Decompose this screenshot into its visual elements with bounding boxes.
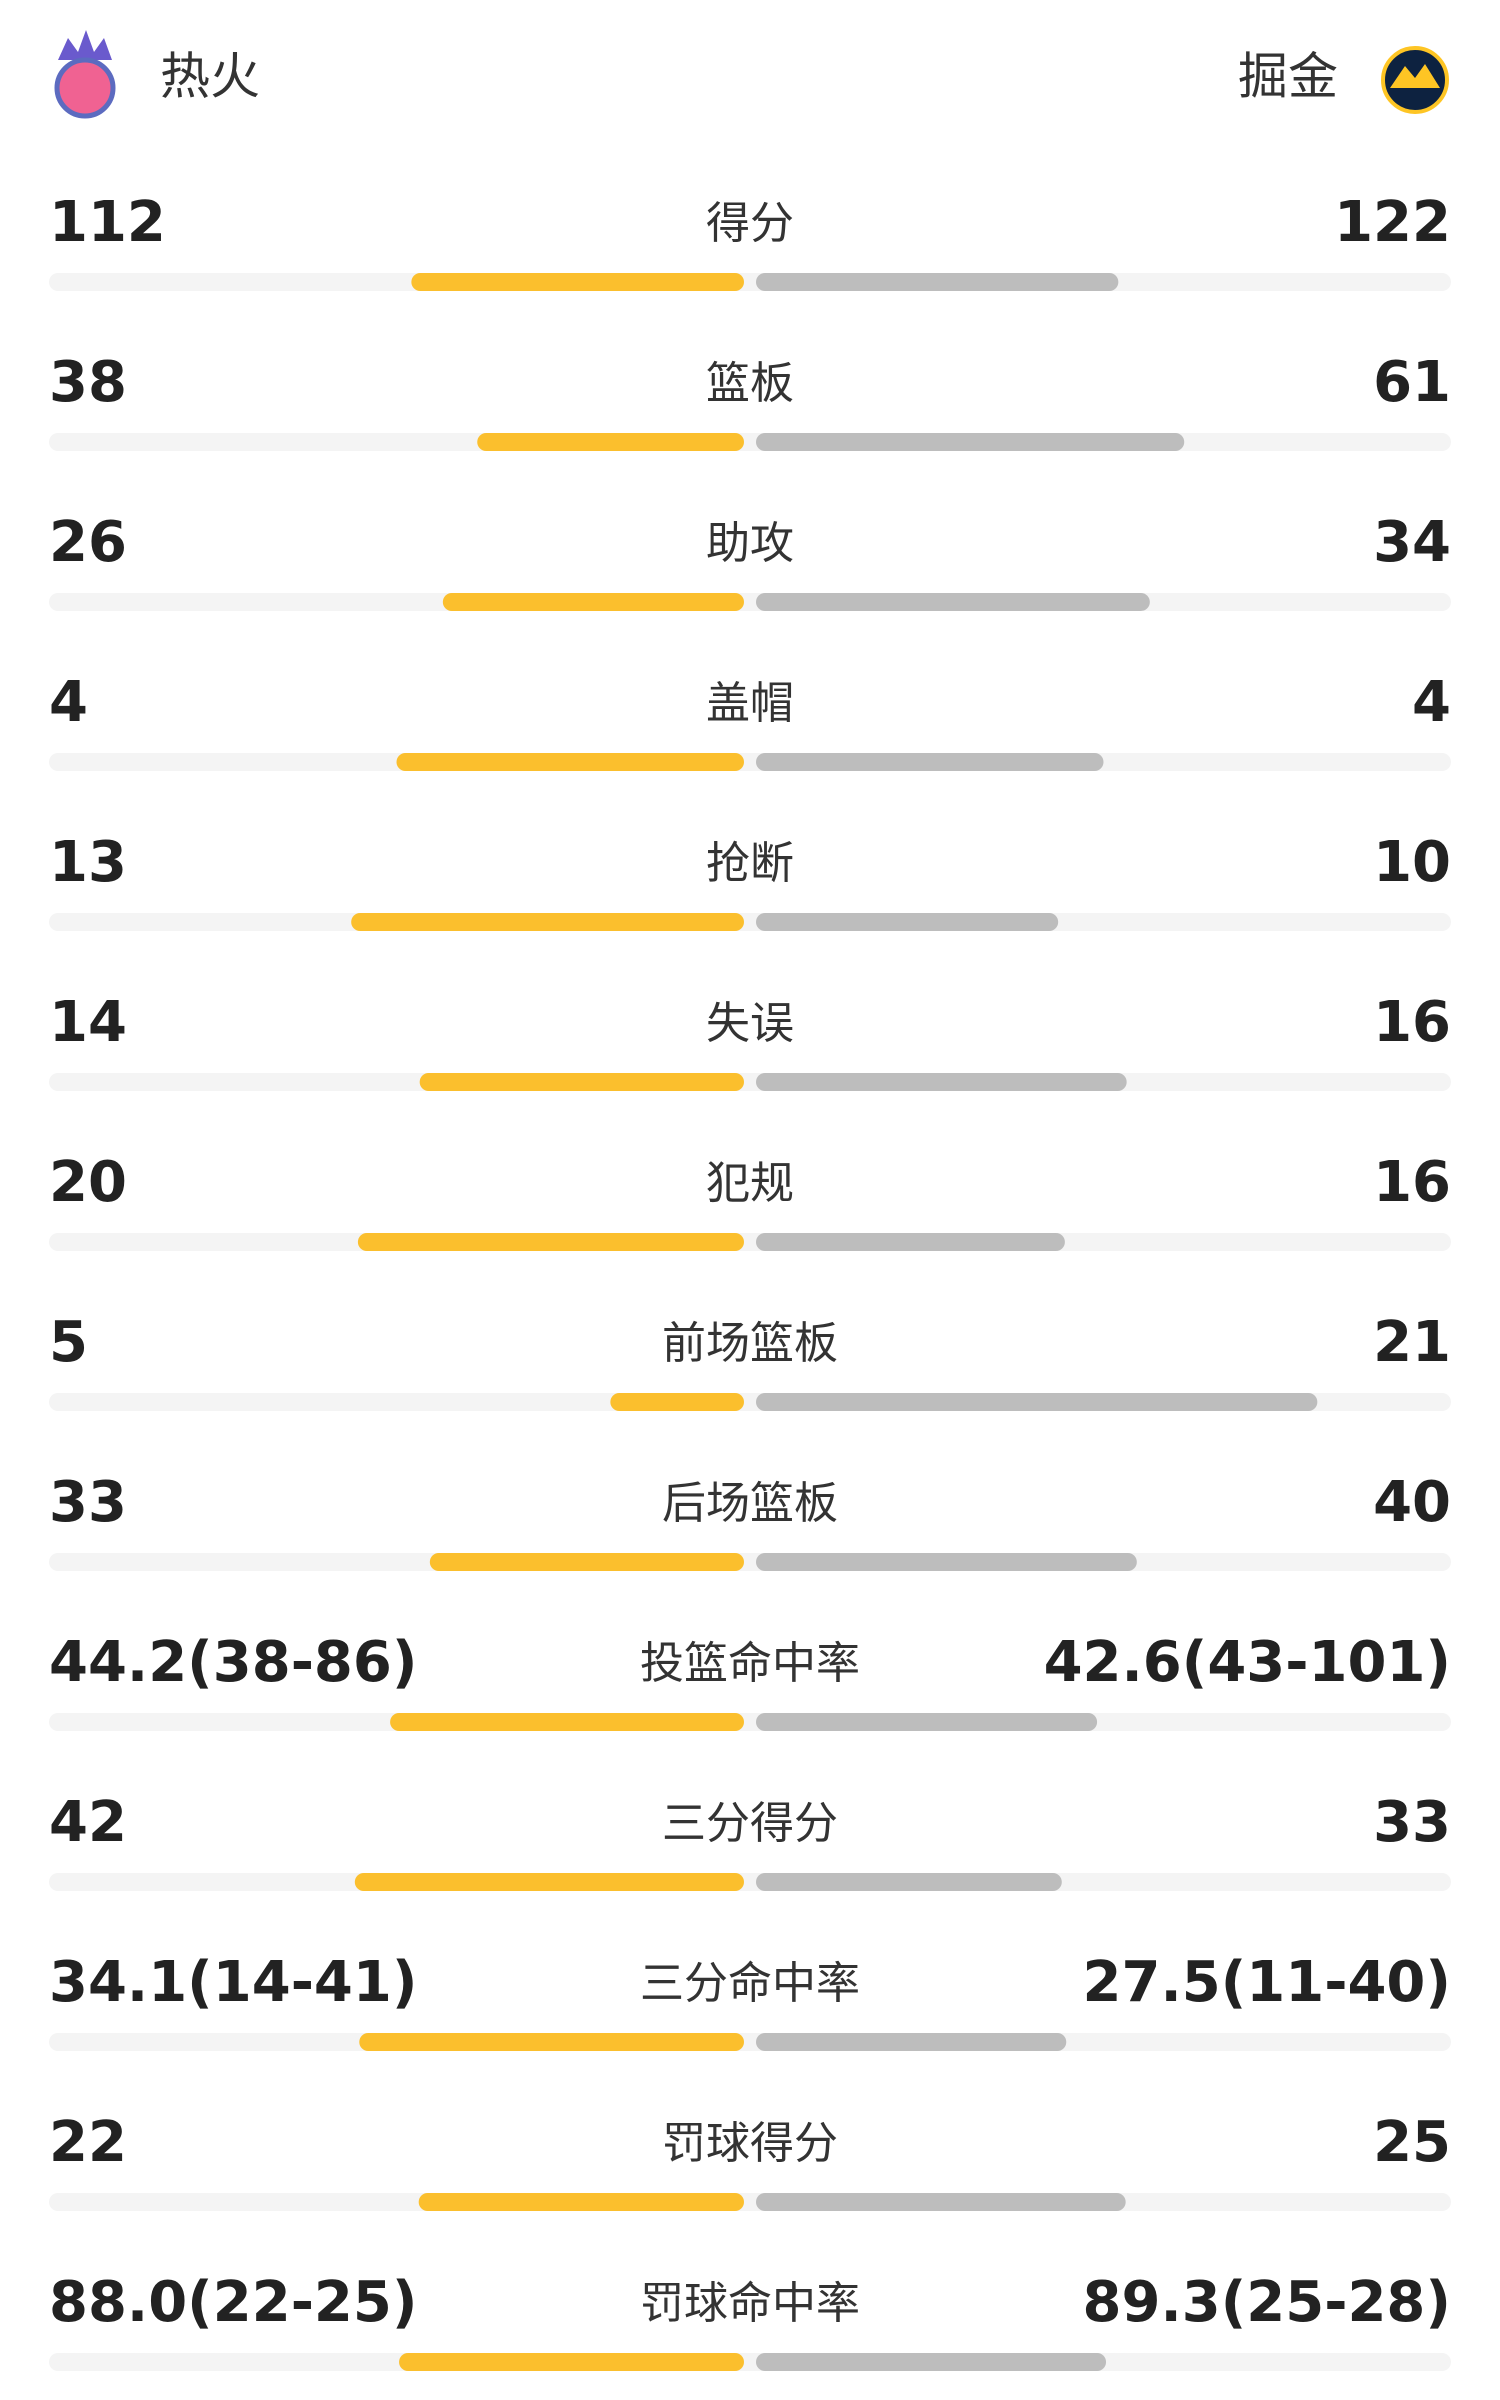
away-value: 4 (1412, 670, 1451, 735)
away-value: 16 (1373, 990, 1451, 1055)
stat-label: 盖帽 (706, 678, 794, 729)
bar-track (49, 2193, 1451, 2211)
stat-label: 前场篮板 (662, 1318, 838, 1369)
away-value: 25 (1373, 2110, 1451, 2175)
home-value: 33 (49, 1470, 127, 1535)
home-value: 13 (49, 830, 127, 895)
home-bar (359, 2033, 744, 2051)
away-value: 21 (1373, 1310, 1451, 1375)
stat-label: 抢断 (706, 838, 794, 889)
home-team: 热火 (160, 48, 260, 106)
away-value: 122 (1334, 190, 1451, 255)
stat-label: 犯规 (706, 1158, 794, 1209)
bar-track (49, 593, 1451, 611)
home-value: 20 (49, 1150, 127, 1215)
away-bar (756, 1553, 1137, 1571)
home-bar (418, 2193, 744, 2211)
bar-track (49, 1233, 1451, 1251)
away-value: 42.6(43-101) (1044, 1630, 1451, 1695)
bar-track (49, 1873, 1451, 1891)
away-value: 33 (1373, 1790, 1451, 1855)
bar-track (49, 273, 1451, 291)
bar-track (49, 2033, 1451, 2051)
away-bar (756, 593, 1150, 611)
home-value: 22 (49, 2110, 127, 2175)
bar-track (49, 1073, 1451, 1091)
stat-label: 失误 (706, 998, 794, 1049)
home-bar (429, 1553, 744, 1571)
home-bar (442, 593, 744, 611)
away-bar (756, 1873, 1062, 1891)
away-value: 61 (1373, 350, 1451, 415)
stat-label: 投篮命中率 (640, 1638, 860, 1689)
home-value: 14 (49, 990, 127, 1055)
home-value: 4 (49, 670, 88, 735)
bar-track (49, 753, 1451, 771)
away-bar (756, 1233, 1065, 1251)
stat-label: 助攻 (706, 518, 794, 569)
bar-track (49, 2353, 1451, 2371)
away-logo (1381, 46, 1449, 114)
home-value: 42 (49, 1790, 127, 1855)
bar-track (49, 913, 1451, 931)
away-bar (756, 1073, 1127, 1091)
home-bar (477, 433, 744, 451)
away-value: 27.5(11-40) (1083, 1950, 1451, 2015)
home-bar (396, 753, 744, 771)
home-bar (411, 273, 744, 291)
home-bar (390, 1713, 744, 1731)
away-bar (756, 753, 1104, 771)
away-value: 34 (1373, 510, 1451, 575)
away-bar (756, 2033, 1067, 2051)
home-bar (399, 2353, 744, 2371)
away-value: 16 (1373, 1150, 1451, 1215)
bar-track (49, 1553, 1451, 1571)
home-bar (354, 1873, 744, 1891)
stat-label: 得分 (706, 198, 794, 249)
away-bar (756, 433, 1185, 451)
stat-label: 三分得分 (662, 1798, 838, 1849)
home-value: 44.2(38-86) (49, 1630, 417, 1695)
stat-label: 后场篮板 (662, 1478, 838, 1529)
away-bar (756, 1713, 1098, 1731)
stat-label: 三分命中率 (640, 1958, 860, 2009)
away-bar (756, 2353, 1107, 2371)
away-bar (756, 2193, 1126, 2211)
home-value: 5 (49, 1310, 88, 1375)
home-value: 38 (49, 350, 127, 415)
away-bar (756, 913, 1059, 931)
stat-label: 罚球命中率 (640, 2278, 860, 2329)
bar-track (49, 1713, 1451, 1731)
away-value: 89.3(25-28) (1083, 2270, 1451, 2335)
away-team: 掘金 (1238, 48, 1338, 106)
away-bar (756, 1393, 1318, 1411)
stat-label: 罚球得分 (662, 2118, 838, 2169)
home-bar (351, 913, 744, 931)
away-bar (756, 273, 1119, 291)
bar-track (49, 433, 1451, 451)
home-value: 88.0(22-25) (49, 2270, 417, 2335)
home-value: 26 (49, 510, 127, 575)
away-value: 40 (1373, 1470, 1451, 1535)
away-value: 10 (1373, 830, 1451, 895)
home-value: 112 (49, 190, 166, 255)
home-bar (610, 1393, 744, 1411)
home-logo (54, 30, 116, 119)
home-bar (419, 1073, 744, 1091)
home-value: 34.1(14-41) (49, 1950, 417, 2015)
stat-label: 篮板 (706, 358, 794, 409)
home-bar (357, 1233, 744, 1251)
